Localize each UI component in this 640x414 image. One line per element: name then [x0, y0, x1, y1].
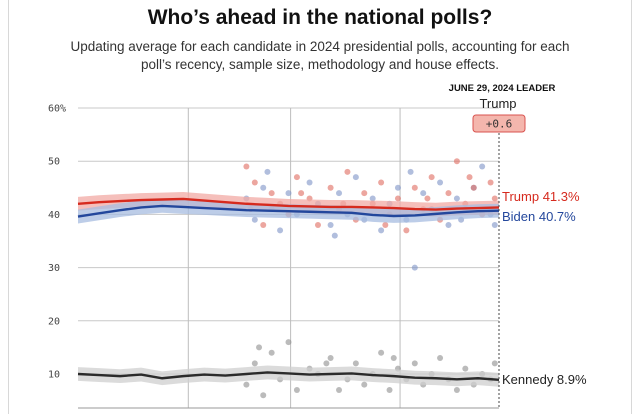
trump-poll-dot — [314, 222, 321, 229]
biden-poll-dot — [331, 232, 338, 239]
kennedy-poll-dot — [293, 386, 300, 393]
kennedy-band — [78, 365, 499, 387]
y-tick-label: 30 — [48, 263, 60, 274]
trump-poll-dot — [327, 184, 334, 191]
kennedy-poll-dot — [251, 360, 258, 367]
trump-poll-dot — [411, 184, 418, 191]
trump-poll-dot — [243, 163, 250, 170]
biden-average-line — [77, 204, 500, 218]
average-lines — [77, 197, 500, 382]
kennedy-poll-dot — [437, 355, 444, 362]
leader-annotation: JUNE 29, 2024 LEADER Trump +0.6 — [449, 83, 556, 408]
trump-poll-dot — [251, 179, 258, 186]
biden-poll-dot — [369, 195, 376, 202]
kennedy-average-line — [77, 371, 500, 382]
kennedy-poll-dot — [453, 386, 460, 393]
trump-end-label: Trump 41.3% — [502, 189, 580, 204]
leader-header: JUNE 29, 2024 LEADER — [449, 83, 556, 94]
biden-poll-dot — [260, 184, 267, 191]
biden-poll-dot — [251, 216, 258, 223]
kennedy-poll-dot — [323, 360, 330, 367]
trump-average-line — [77, 197, 500, 211]
kennedy-poll-dot — [361, 381, 368, 388]
biden-poll-dot — [445, 222, 452, 229]
biden-poll-dot — [491, 222, 498, 229]
trump-poll-dot — [260, 222, 267, 229]
trump-poll-dot — [298, 190, 305, 197]
kennedy-poll-dot — [243, 381, 250, 388]
biden-poll-dot — [394, 184, 401, 191]
kennedy-poll-dot — [256, 344, 263, 351]
kennedy-poll-dot — [260, 392, 267, 399]
kennedy-poll-dot — [336, 386, 343, 393]
biden-poll-dot — [277, 227, 284, 234]
biden-poll-dot — [479, 163, 486, 170]
trump-poll-dot — [491, 195, 498, 202]
kennedy-poll-dot — [411, 360, 418, 367]
kennedy-poll-dot — [268, 349, 275, 356]
biden-poll-dot — [407, 168, 414, 175]
series-end-labels: Trump 41.3% Biden 40.7% Kennedy 8.9% — [502, 189, 587, 387]
trump-poll-dot — [466, 174, 473, 181]
trump-poll-dot — [403, 227, 410, 234]
trump-poll-dot — [487, 179, 494, 186]
trump-poll-dot — [453, 158, 460, 165]
y-tick-label: 50 — [48, 157, 60, 168]
uncertainty-bands — [78, 192, 499, 387]
biden-poll-dot — [437, 179, 444, 186]
biden-poll-dot — [327, 222, 334, 229]
biden-poll-dot — [352, 174, 359, 181]
trump-poll-dot — [378, 179, 385, 186]
biden-poll-dot — [411, 264, 418, 271]
leader-margin: +0.6 — [486, 118, 513, 131]
y-tick-label: 40 — [48, 210, 60, 221]
biden-poll-dot — [336, 190, 343, 197]
chart-title: Who’s ahead in the national polls? — [147, 6, 493, 29]
kennedy-poll-dot — [386, 386, 393, 393]
y-tick-label: 60% — [48, 104, 66, 115]
kennedy-end-label: Kennedy 8.9% — [502, 372, 587, 387]
biden-poll-dot — [264, 168, 271, 175]
poll-dots — [243, 158, 498, 399]
kennedy-poll-dot — [327, 355, 334, 362]
trump-poll-dot — [470, 184, 477, 191]
trump-poll-dot — [428, 174, 435, 181]
y-axis-ticks: 60% 50 40 30 20 10 — [48, 104, 66, 381]
trump-poll-dot — [445, 190, 452, 197]
leader-margin-badge — [472, 114, 526, 133]
biden-poll-dot — [306, 179, 313, 186]
trump-poll-dot — [293, 174, 300, 181]
kennedy-poll-dot — [491, 360, 498, 367]
y-tick-label: 10 — [48, 370, 60, 381]
trump-poll-dot — [394, 195, 401, 202]
chart-frame — [8, 0, 632, 414]
kennedy-poll-dot — [285, 339, 292, 346]
trump-poll-dot — [268, 190, 275, 197]
trump-poll-dot — [382, 222, 389, 229]
biden-end-label: Biden 40.7% — [502, 209, 576, 224]
grid — [78, 107, 499, 409]
biden-poll-dot — [378, 227, 385, 234]
biden-poll-dot — [420, 190, 427, 197]
leader-name: Trump — [479, 96, 516, 111]
kennedy-poll-dot — [390, 355, 397, 362]
trump-poll-dot — [424, 195, 431, 202]
y-tick-label: 20 — [48, 316, 60, 327]
kennedy-poll-dot — [378, 349, 385, 356]
trump-poll-dot — [361, 190, 368, 197]
kennedy-poll-dot — [352, 360, 359, 367]
kennedy-poll-dot — [462, 365, 469, 372]
trump-poll-dot — [344, 168, 351, 175]
biden-poll-dot — [453, 195, 460, 202]
biden-poll-dot — [285, 190, 292, 197]
chart-subtitle: Updating average for each candidate in 2… — [70, 39, 570, 72]
